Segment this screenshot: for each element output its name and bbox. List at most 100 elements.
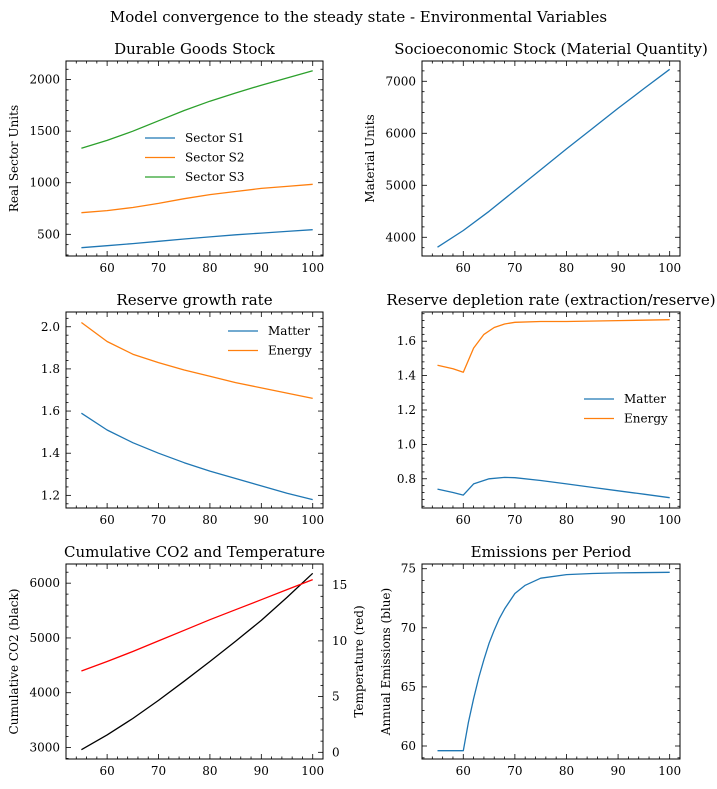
- x-tick-label: 90: [610, 513, 625, 527]
- y2-tick-label: 10: [332, 634, 347, 648]
- series-line-1: [437, 476, 670, 499]
- plot-frame: [65, 563, 324, 760]
- figure-title: Model convergence to the steady state - …: [109, 8, 608, 26]
- series-line-1: [81, 572, 314, 751]
- x-tick-label: 90: [254, 513, 269, 527]
- y2-axis-label: Temperature (red): [352, 605, 366, 717]
- legend-label: Sector S3: [185, 170, 245, 184]
- series-line-1: [81, 412, 313, 501]
- legend-label: Matter: [268, 324, 310, 338]
- y-tick-label: 4000: [385, 230, 416, 244]
- plot-frame: [421, 311, 681, 509]
- y-tick-label: 1.4: [397, 369, 416, 383]
- x-tick-label: 100: [301, 513, 324, 527]
- y-axis-label: Material Units: [363, 114, 377, 202]
- x-tick-label: 80: [559, 513, 574, 527]
- chart-cumulative-co2-temperature: Cumulative CO2 and Temperature 60 70 80 90 10…: [7, 543, 366, 778]
- series-line-3: [81, 70, 313, 149]
- y-axis-label: Annual Emissions (blue): [379, 588, 393, 736]
- chart-title: Reserve growth rate: [116, 291, 272, 309]
- x-tick-label: 70: [151, 513, 166, 527]
- x-tick-label: 80: [202, 764, 217, 778]
- series-line-2: [81, 183, 313, 214]
- x-tick-label: 60: [99, 261, 114, 275]
- series-line-1: [81, 229, 313, 249]
- x-tick-label: 80: [559, 764, 574, 778]
- y-tick-label: 1500: [29, 124, 60, 138]
- series-line-2: [81, 578, 313, 672]
- x-tick-label: 100: [658, 513, 681, 527]
- y-tick-label: 1.6: [397, 334, 416, 348]
- x-tick-label: 100: [301, 261, 324, 275]
- x-tick-label: 100: [301, 764, 324, 778]
- y-tick-label: 1.2: [41, 488, 60, 502]
- x-tick-label: 80: [202, 261, 217, 275]
- y-tick-label: 70: [401, 621, 416, 635]
- y-tick-label: 1000: [29, 176, 60, 190]
- x-tick-label: 70: [507, 513, 522, 527]
- y2-tick-label: 5: [332, 690, 340, 704]
- legend-label: Energy: [624, 412, 668, 426]
- chart-title: Cumulative CO2 and Temperature: [64, 543, 325, 561]
- y-tick-label: 2000: [29, 73, 60, 87]
- y-tick-label: 6000: [29, 576, 60, 590]
- y-tick-label: 7000: [385, 74, 416, 88]
- y-tick-label: 60: [401, 739, 416, 753]
- chart-title: Durable Goods Stock: [114, 40, 276, 58]
- legend-label: Sector S1: [185, 131, 245, 145]
- y-tick-label: 1.4: [41, 446, 60, 460]
- x-tick-label: 70: [507, 764, 522, 778]
- series-line-1: [437, 571, 670, 752]
- y-tick-label: 75: [401, 562, 416, 576]
- legend-label: Sector S2: [185, 151, 245, 165]
- x-tick-label: 90: [254, 261, 269, 275]
- y-tick-label: 3000: [29, 740, 60, 754]
- y-tick-label: 1.8: [41, 362, 60, 376]
- plot-frame: [65, 60, 324, 257]
- legend-label: Matter: [624, 392, 666, 406]
- x-tick-label: 60: [99, 513, 114, 527]
- x-tick-label: 60: [456, 261, 471, 275]
- x-tick-label: 90: [610, 261, 625, 275]
- chart-title: Emissions per Period: [471, 543, 632, 561]
- x-tick-label: 100: [658, 764, 681, 778]
- x-tick-label: 60: [99, 764, 114, 778]
- series-line-1: [437, 68, 671, 248]
- x-tick-label: 60: [456, 764, 471, 778]
- y-axis-label: Real Sector Units: [7, 105, 21, 212]
- y-tick-label: 1.0: [397, 437, 416, 451]
- y-tick-label: 4000: [29, 686, 60, 700]
- plot-frame: [421, 563, 681, 760]
- chart-socioeconomic-stock: Socioeconomic Stock (Material Quantity) 6…: [363, 40, 708, 275]
- y-tick-label: 5000: [385, 178, 416, 192]
- x-tick-label: 80: [559, 261, 574, 275]
- x-tick-label: 90: [610, 764, 625, 778]
- x-tick-label: 70: [151, 764, 166, 778]
- chart-reserve-depletion-rate: Reserve depletion rate (extraction/reser…: [386, 291, 715, 527]
- x-tick-label: 100: [658, 261, 681, 275]
- y-tick-label: 1.2: [397, 403, 416, 417]
- plot-frame: [65, 311, 324, 509]
- plot-frame: [421, 60, 681, 257]
- y2-tick-label: 15: [332, 578, 347, 592]
- x-tick-label: 90: [254, 764, 269, 778]
- y-tick-label: 65: [401, 680, 416, 694]
- chart-title: Reserve depletion rate (extraction/reser…: [386, 291, 715, 309]
- chart-emissions-per-period: Emissions per Period 60 70 80 90 100 60 65 70 75 A…: [379, 543, 681, 778]
- y2-tick-label: 0: [332, 745, 340, 759]
- chart-reserve-growth-rate: Reserve growth rate 60 70 80 90 100 1.2 1.4 1.6 1…: [41, 291, 324, 527]
- x-tick-label: 70: [151, 261, 166, 275]
- y-axis-label: Cumulative CO2 (black): [7, 589, 21, 735]
- y-tick-label: 500: [37, 227, 60, 241]
- x-tick-label: 70: [507, 261, 522, 275]
- y-tick-label: 1.6: [41, 404, 60, 418]
- x-tick-label: 60: [456, 513, 471, 527]
- series-line-2: [81, 321, 313, 400]
- y-tick-label: 0.8: [397, 472, 416, 486]
- y-tick-label: 2.0: [41, 320, 60, 334]
- legend-label: Energy: [268, 344, 312, 358]
- chart-title: Socioeconomic Stock (Material Quantity): [394, 40, 708, 58]
- y-tick-label: 5000: [29, 631, 60, 645]
- y-tick-label: 6000: [385, 126, 416, 140]
